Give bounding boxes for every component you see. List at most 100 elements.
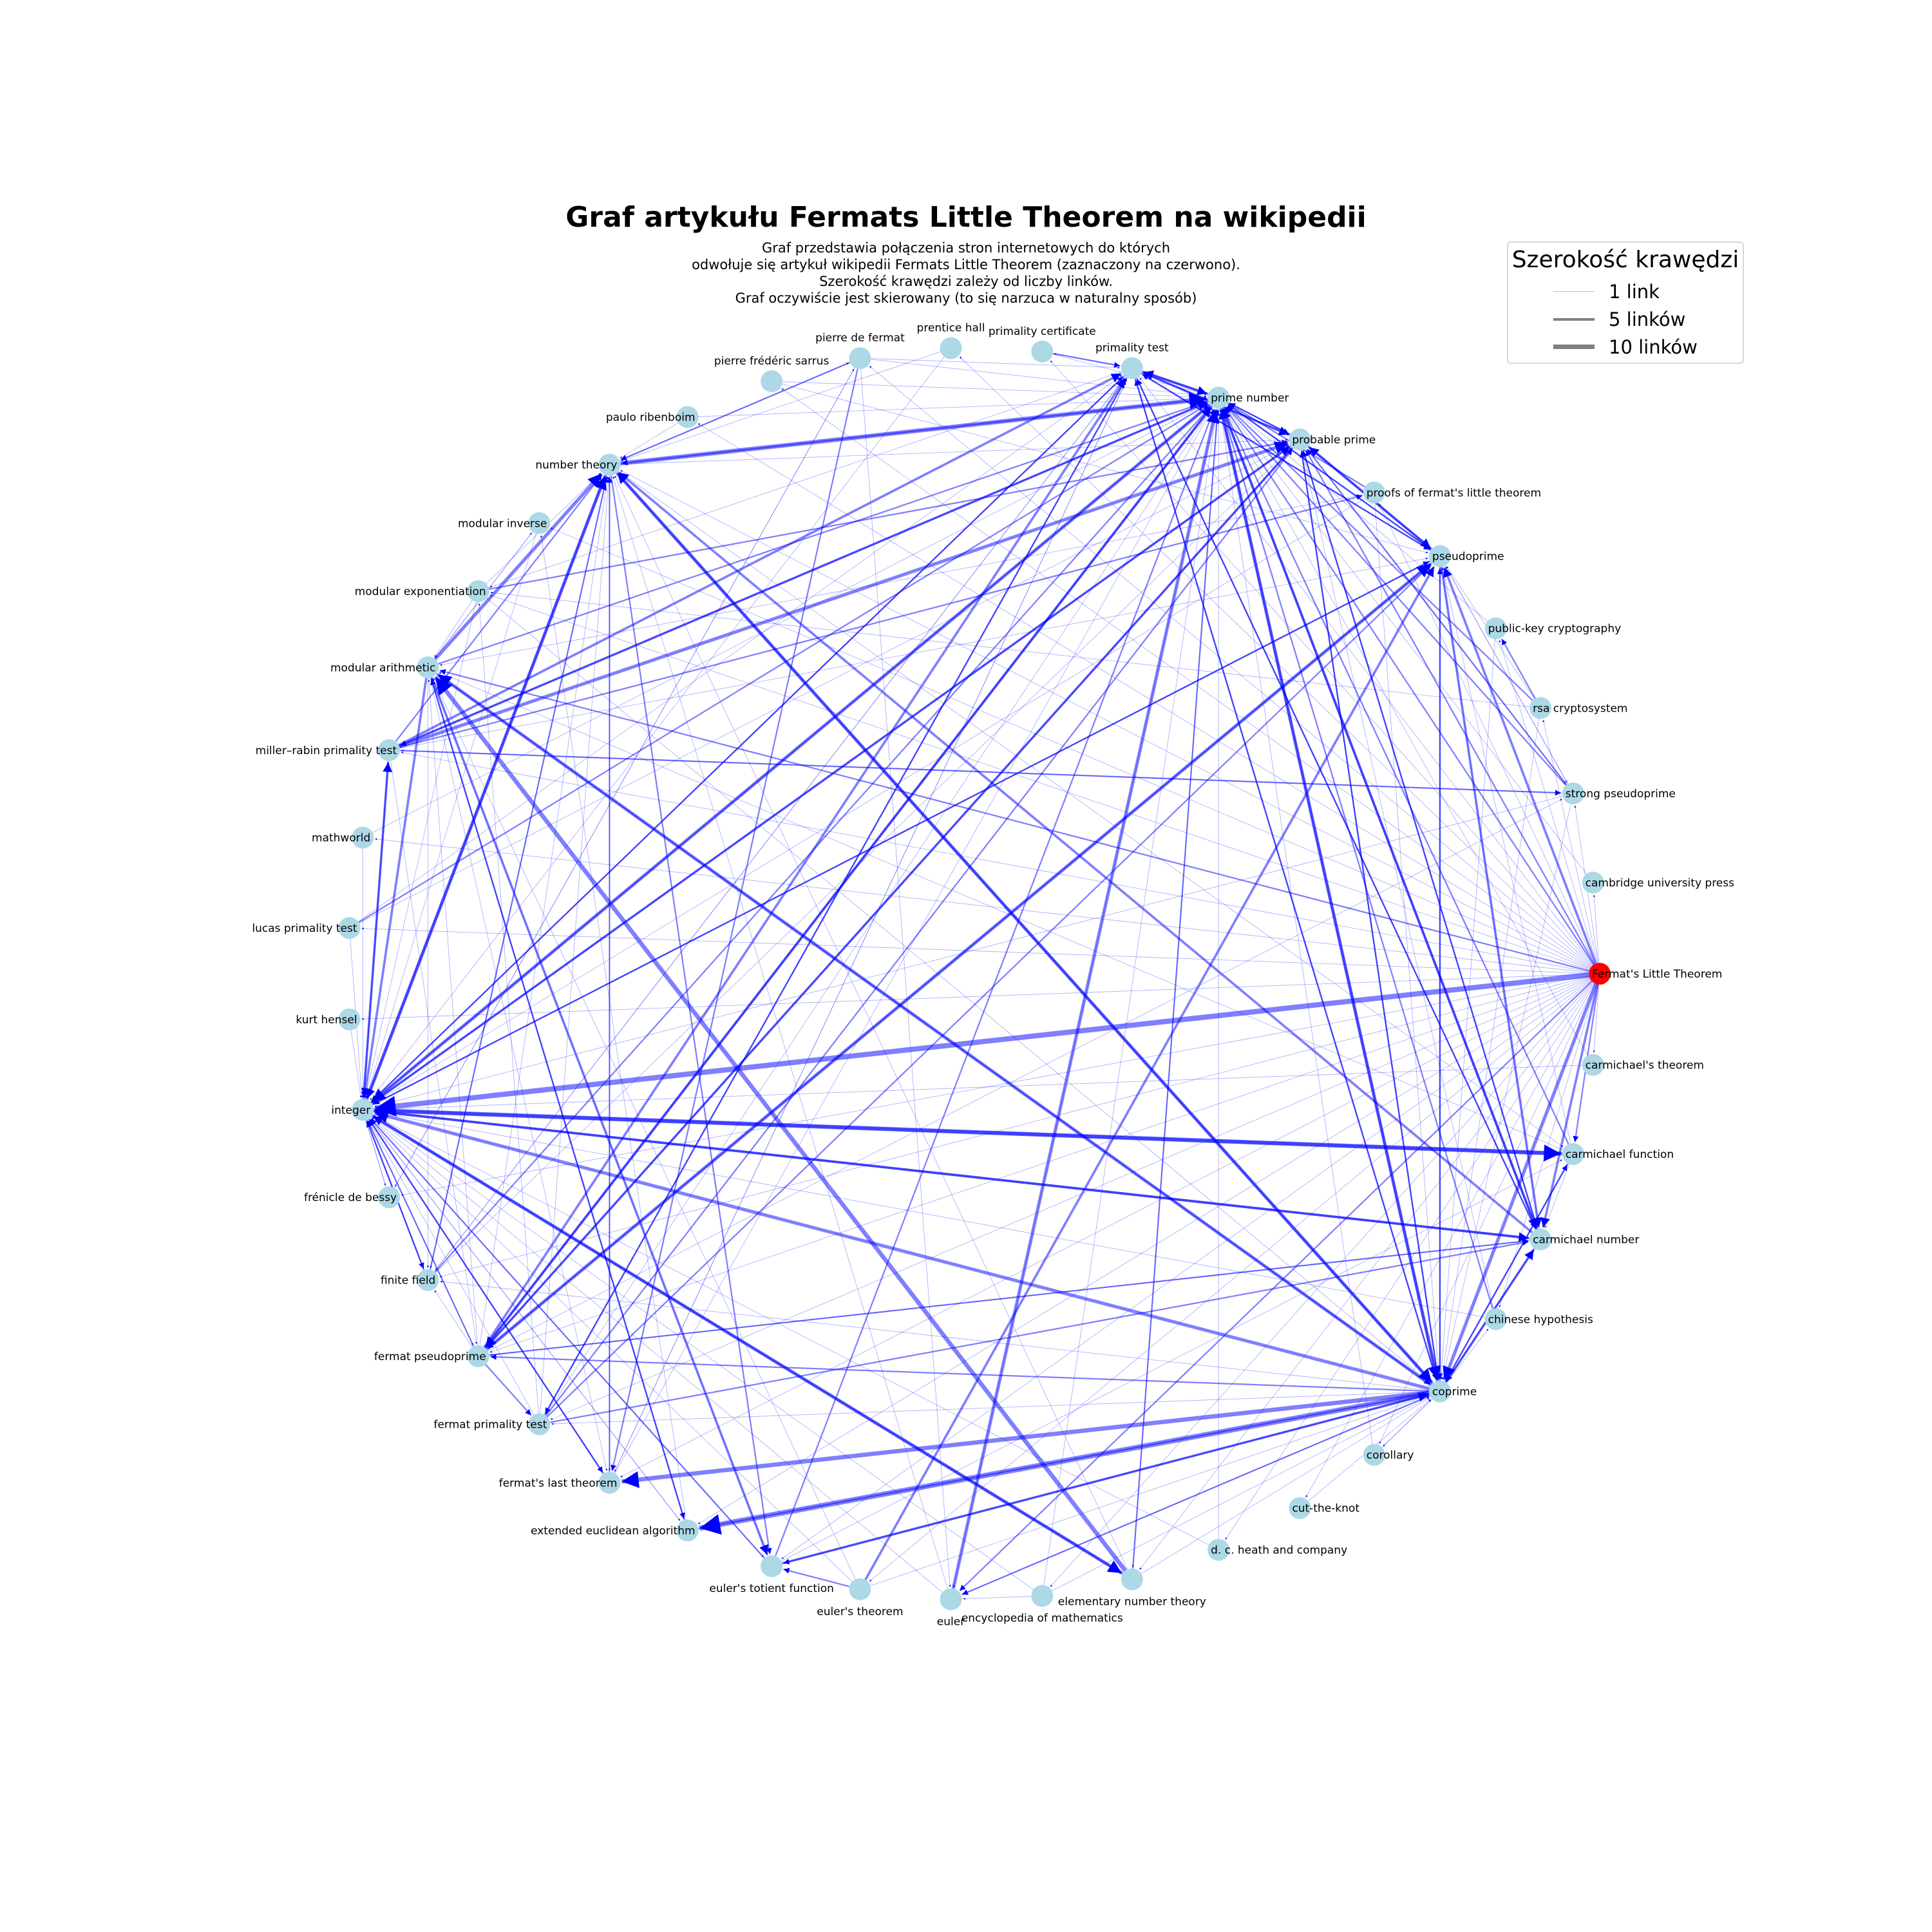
node-label: miller–rabin primality test — [256, 744, 397, 757]
graph-edge — [439, 494, 1364, 666]
graph-node[interactable] — [467, 580, 489, 602]
legend-label: 1 link — [1609, 281, 1660, 303]
node-label: cut-the-knot — [1292, 1502, 1359, 1515]
graph-edge — [1544, 1164, 1570, 1228]
graph-node[interactable] — [1428, 545, 1451, 567]
graph-edge — [1139, 377, 1593, 965]
graph-node[interactable] — [1484, 1308, 1507, 1331]
graph-edge — [620, 361, 851, 461]
graph-node[interactable] — [1530, 697, 1552, 719]
graph-edge — [400, 401, 1209, 746]
graph-edge — [375, 1065, 1582, 1111]
node-label: extended euclidean algorithm — [531, 1524, 695, 1537]
graph-node[interactable] — [598, 453, 621, 476]
graph-edge — [864, 566, 1435, 1580]
graph-edge — [550, 527, 1590, 970]
graph-edge — [434, 377, 1125, 1272]
graph-node[interactable] — [1289, 428, 1311, 451]
graph-node[interactable] — [1582, 1054, 1604, 1076]
graph-edge — [1379, 503, 1596, 964]
graph-node[interactable] — [676, 406, 699, 428]
graph-edge — [489, 977, 1590, 1353]
graph-node[interactable] — [352, 1099, 374, 1121]
graph-node[interactable] — [1428, 1380, 1451, 1403]
node-label: chinese hypothesis — [1488, 1313, 1593, 1326]
graph-node[interactable] — [417, 1269, 439, 1291]
graph-node[interactable] — [378, 1186, 401, 1209]
graph-edge — [698, 1392, 1428, 1530]
graph-edge — [1220, 409, 1493, 1309]
graph-node[interactable] — [1363, 481, 1385, 504]
graph-node[interactable] — [1208, 1539, 1230, 1561]
graph-node[interactable] — [598, 1472, 621, 1494]
graph-node[interactable] — [1031, 340, 1054, 363]
graph-edge — [1379, 983, 1596, 1444]
graph-node[interactable] — [1530, 1228, 1552, 1251]
graph-edge — [361, 761, 390, 1098]
graph-node[interactable] — [1484, 617, 1507, 639]
graph-node[interactable] — [1363, 1444, 1385, 1466]
graph-node[interactable] — [761, 370, 783, 393]
graph-edge — [544, 377, 1128, 1414]
graph-node[interactable] — [676, 1519, 699, 1542]
graph-node[interactable] — [940, 1588, 962, 1611]
graph-edge — [1224, 407, 1595, 965]
graph-edge — [869, 980, 1592, 1582]
graph-edge — [489, 439, 1288, 590]
graph-node[interactable] — [1121, 1568, 1143, 1591]
graph-node[interactable] — [1582, 871, 1604, 894]
graph-node[interactable] — [761, 1555, 783, 1577]
graph-edge — [775, 408, 1215, 1557]
graph-node[interactable] — [378, 739, 401, 761]
graph-node[interactable] — [417, 656, 439, 679]
graph-node[interactable] — [467, 1345, 489, 1368]
graph-node[interactable] — [338, 917, 361, 940]
graph-node[interactable] — [1562, 782, 1584, 804]
node-label: modular arithmetic — [330, 661, 435, 674]
node-label: cambridge university press — [1586, 876, 1734, 889]
node-label: prentice hall — [917, 322, 985, 335]
graph-edge — [430, 677, 769, 1555]
graph-node[interactable] — [1562, 1143, 1584, 1166]
graph-edge — [374, 1110, 1430, 1390]
graph-edge — [1305, 450, 1595, 965]
graph-node[interactable] — [528, 1413, 551, 1435]
node-label: d. c. heath and company — [1211, 1544, 1347, 1557]
graph-edge — [433, 678, 856, 1580]
graph-node[interactable] — [849, 347, 871, 370]
graph-node[interactable] — [1208, 386, 1230, 409]
graph-edge — [781, 388, 1591, 968]
graph-edge — [1441, 719, 1540, 1379]
graph-node[interactable] — [528, 512, 551, 535]
graph-edge — [401, 749, 1562, 793]
graph-node[interactable] — [338, 1008, 361, 1030]
graph-node[interactable] — [1289, 1497, 1311, 1519]
node-label: carmichael's theorem — [1586, 1059, 1704, 1072]
graph-node[interactable] — [940, 337, 962, 359]
node-label: carmichael function — [1566, 1148, 1674, 1161]
subtitle-line: Graf oczywiście jest skierowany (to się … — [735, 290, 1197, 306]
node-label: elementary number theory — [1058, 1595, 1206, 1608]
graph-edge — [371, 1118, 853, 1582]
subtitle-line: odwołuje się artykuł wikipedii Fermats L… — [692, 257, 1240, 272]
graph-edge — [485, 1363, 532, 1416]
legend-item-5-links: 5 linków — [1553, 307, 1740, 332]
graph-edge — [435, 376, 1126, 1271]
graph-edge — [399, 441, 1289, 748]
legend-title: Szerokość krawędzi — [1511, 247, 1739, 273]
edges-layer — [350, 351, 1600, 1600]
graph-node[interactable] — [352, 826, 374, 849]
graph-edge — [1050, 981, 1593, 1587]
graph-edge — [1305, 983, 1595, 1498]
graph-node[interactable] — [1031, 1585, 1054, 1607]
graph-edge — [783, 1567, 850, 1587]
legend-line-medium — [1553, 318, 1595, 321]
graph-node[interactable] — [1121, 357, 1143, 379]
graph-node[interactable] — [849, 1578, 871, 1600]
graph-node-highlighted[interactable] — [1589, 963, 1611, 985]
graph-edge — [370, 356, 945, 1101]
graph-edge — [1499, 639, 1597, 963]
graph-edge — [479, 477, 609, 1346]
graph-edge — [1383, 1399, 1432, 1447]
node-label: encyclopedia of mathematics — [961, 1612, 1123, 1625]
